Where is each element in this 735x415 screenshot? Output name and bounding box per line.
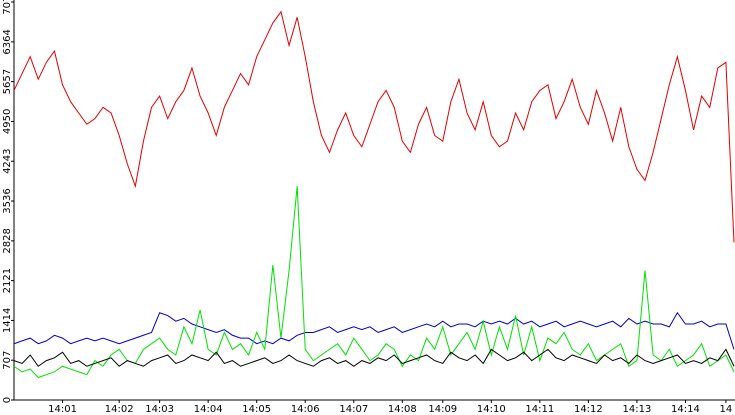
x-tick-label: 14:12 xyxy=(574,404,603,415)
y-tick-label: 1414 xyxy=(2,308,13,333)
x-tick-label: 14 xyxy=(720,404,733,415)
x-tick-label: 14:14 xyxy=(671,404,700,415)
y-tick-label: 0 xyxy=(2,397,13,403)
x-tick-label: 14:04 xyxy=(194,404,223,415)
y-tick-label: 4950 xyxy=(2,109,13,134)
x-tick-label: 14:06 xyxy=(291,404,320,415)
y-tick-label: 7072 xyxy=(2,0,13,15)
y-tick-label: 2121 xyxy=(2,268,13,293)
x-tick-label: 14:05 xyxy=(242,404,271,415)
x-tick-label: 14:11 xyxy=(525,404,554,415)
series-line xyxy=(13,186,735,379)
x-tick-label: 14:13 xyxy=(623,404,652,415)
y-tick-label: 707 xyxy=(2,351,13,370)
y-tick-label: 5657 xyxy=(2,69,13,94)
x-tick-label: 14:10 xyxy=(477,404,506,415)
x-tick-label: 14:03 xyxy=(145,404,174,415)
x-tick-label: 14:02 xyxy=(105,404,134,415)
x-tick-label: 14:07 xyxy=(339,404,368,415)
x-tick-label: 14:08 xyxy=(388,404,417,415)
y-tick-label: 3536 xyxy=(2,188,13,213)
series-line xyxy=(13,10,735,243)
y-tick-label: 2828 xyxy=(2,228,13,253)
series-line xyxy=(13,311,735,350)
y-tick-label: 6364 xyxy=(2,29,13,54)
y-tick-label: 4243 xyxy=(2,148,13,173)
x-tick-label: 14:01 xyxy=(48,404,77,415)
x-tick-label: 14:09 xyxy=(428,404,457,415)
series-line xyxy=(13,348,735,367)
